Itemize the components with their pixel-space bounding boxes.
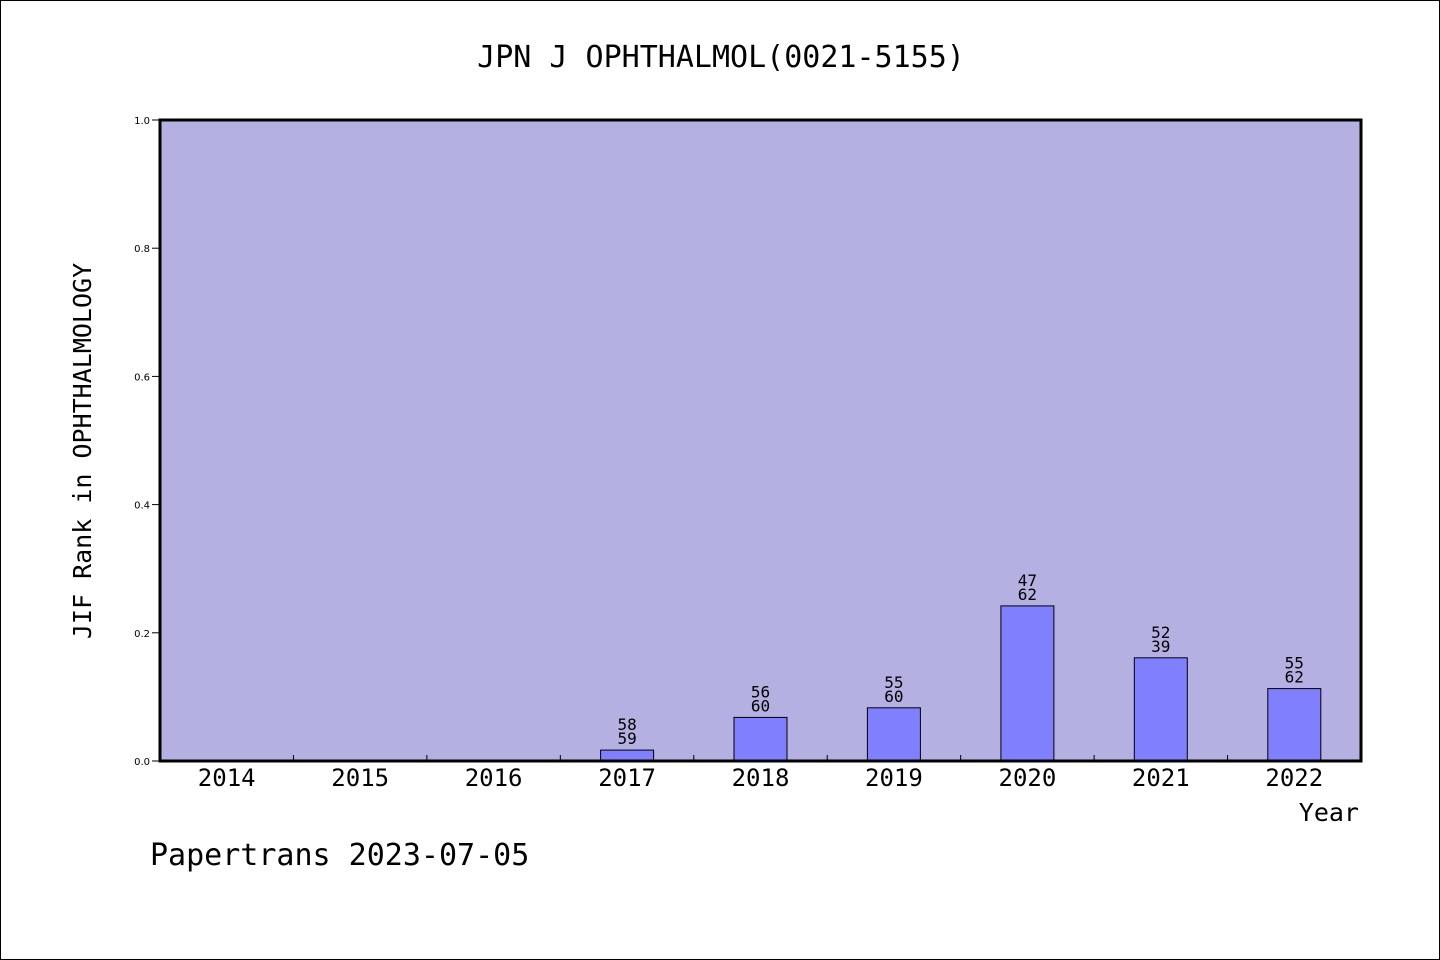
bar-2021	[1133, 657, 1188, 762]
plot-border	[158, 118, 1363, 763]
x-tick-label-2020: 2020	[999, 764, 1057, 792]
y-axis-ticks: 0.0 0.2 0.4 0.6 0.8 1.0	[134, 116, 160, 768]
y-tick-label-2: 0.4	[134, 501, 150, 512]
y-tick-label-0: 0.0	[134, 757, 150, 768]
bar-label-bottom-2017: 59	[617, 729, 636, 748]
bar-label-top-2018: 56	[751, 682, 770, 701]
x-tick-label-2021: 2021	[1132, 764, 1190, 792]
x-tick-label-2017: 2017	[598, 764, 656, 792]
x-tick-label-2022: 2022	[1265, 764, 1323, 792]
bar-label-bottom-2019: 60	[884, 687, 903, 706]
bar-label-bottom-2021: 39	[1151, 637, 1170, 656]
bar-label-top-2017: 58	[617, 715, 636, 734]
bar-2018	[733, 716, 788, 762]
bar-2019	[866, 707, 921, 762]
plot-area	[160, 120, 1361, 761]
y-tick-label-1: 0.2	[134, 629, 150, 640]
bar-2022	[1267, 688, 1322, 762]
footer-credit: Papertrans 2023-07-05	[150, 838, 529, 873]
bar-2020	[1000, 605, 1055, 762]
x-axis-label: Year	[1299, 798, 1359, 827]
bar-label-bottom-2022: 62	[1285, 668, 1304, 687]
x-axis-ticks: 2014 2015 2016 2017 2018 2019 2020 2021 2022	[198, 755, 1323, 792]
x-tick-label-2014: 2014	[198, 764, 256, 792]
y-tick-label-4: 0.8	[134, 244, 150, 255]
bar-label-top-2019: 55	[884, 673, 903, 692]
bar-2017	[600, 749, 655, 762]
y-tick-label-3: 0.6	[134, 372, 150, 383]
x-tick-label-2016: 2016	[465, 764, 523, 792]
bar-label-top-2020: 47	[1018, 571, 1037, 590]
bar-label-bottom-2018: 60	[751, 696, 770, 715]
y-tick-label-5: 1.0	[134, 116, 150, 127]
y-axis-label: JIF Rank in OPHTHALMOLOGY	[68, 263, 97, 639]
x-tick-label-2018: 2018	[732, 764, 790, 792]
bar-series	[600, 605, 1322, 762]
bar-label-bottom-2020: 62	[1018, 585, 1037, 604]
chart-title: JPN J OPHTHALMOL(0021-5155)	[477, 40, 965, 75]
bar-label-top-2022: 55	[1285, 654, 1304, 673]
x-tick-label-2015: 2015	[331, 764, 389, 792]
bar-label-top-2021: 52	[1151, 623, 1170, 642]
x-tick-label-2019: 2019	[865, 764, 923, 792]
